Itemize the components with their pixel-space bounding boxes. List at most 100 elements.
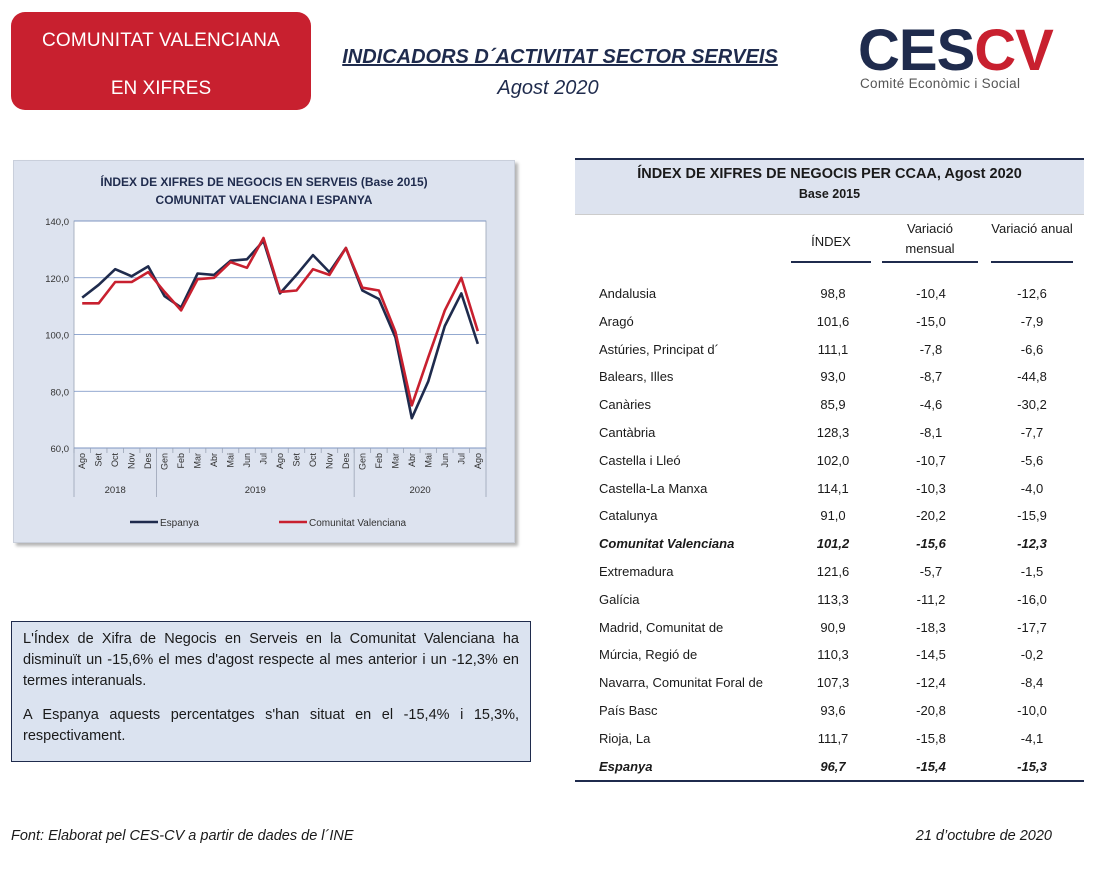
cell-region: Extremadura: [599, 563, 674, 579]
cell-region: Andalusia: [599, 286, 657, 301]
cell-monthly: -20,8: [916, 702, 946, 718]
cell-index: 111,7: [817, 730, 849, 746]
table-row: Navarra, Comunitat Foral de 107,3 -12,4 -8,…: [575, 668, 1084, 696]
page-subtitle: Agost 2020: [497, 77, 599, 99]
table-row: Extremadura 121,6 -5,7 -1,5: [575, 557, 1084, 585]
table-body: Andalusia 98,8 -10,4 -12,6 Aragó 101,6 -15,0 -7…: [575, 271, 1084, 779]
cell-annual: -17,7: [1017, 619, 1047, 635]
x-tick-label: Gen: [160, 453, 170, 470]
table-base: Base 2015: [798, 187, 861, 201]
table-row: País Basc 93,6 -20,8 -10,0: [575, 696, 1084, 724]
x-tick-label: Jun: [242, 453, 252, 468]
table-column-headers: ÍNDEX Variació mensual Variació anual: [575, 215, 1084, 271]
cell-region: Canàries: [599, 397, 652, 413]
x-tick-label: Abr: [209, 453, 219, 467]
cell-index: 113,3: [817, 591, 849, 607]
cell-annual: -12,3: [1017, 536, 1047, 552]
header-badge: COMUNITAT VALENCIANA EN XIFRES: [11, 12, 311, 110]
table-header: ÍNDEX DE XIFRES DE NEGOCIS PER CCAA, Ago…: [575, 158, 1084, 215]
cell-region: Madrid, Comunitat de: [599, 619, 724, 635]
table-row: Espanya 96,7 -15,4 -15,3: [575, 752, 1084, 780]
cell-index: 96,7: [820, 758, 846, 774]
cell-region: Galícia: [599, 591, 640, 607]
cell-monthly: -10,7: [916, 452, 946, 468]
x-tick-label: Mai: [423, 453, 433, 468]
cell-index: 93,0: [820, 369, 846, 385]
cell-region: Castella-La Manxa: [599, 480, 708, 496]
cell-monthly: -11,2: [916, 591, 946, 607]
col-header-annual: Variació anual: [991, 219, 1073, 263]
x-tick-label: Ago: [77, 453, 87, 469]
cell-annual: -15,9: [1017, 508, 1047, 524]
cell-monthly: -5,7: [919, 563, 943, 579]
cell-index: 98,8: [820, 286, 846, 301]
year-label: 2018: [105, 485, 126, 496]
x-tick-label: Oct: [110, 453, 120, 468]
table-title: ÍNDEX DE XIFRES DE NEGOCIS PER CCAA, Ago…: [637, 166, 1022, 182]
line-chart: ÍNDEX DE XIFRES DE NEGOCIS EN SERVEIS (B…: [45, 174, 487, 529]
cell-index: 128,3: [816, 424, 850, 440]
x-tick-label: Abr: [407, 453, 417, 467]
cell-annual: -8,4: [1020, 675, 1044, 691]
x-tick-label: Jul: [259, 453, 269, 465]
y-tick-label: 140,0: [45, 217, 69, 228]
table-row: Madrid, Comunitat de 90,9 -18,3 -17,7: [575, 613, 1084, 641]
cell-region: Comunitat Valenciana: [599, 536, 735, 552]
chart-title: ÍNDEX DE XIFRES DE NEGOCIS EN SERVEIS (B…: [100, 174, 427, 189]
x-tick-label: Gen: [357, 453, 367, 470]
cell-annual: -44,8: [1017, 369, 1047, 385]
cell-monthly: -10,3: [916, 480, 946, 496]
cell-index: 101,6: [816, 313, 850, 329]
y-tick-label: 100,0: [45, 331, 69, 342]
cell-index: 114,1: [817, 480, 849, 496]
cell-monthly: -7,8: [919, 341, 943, 357]
year-label: 2020: [410, 485, 431, 496]
x-tick-label: Mai: [226, 453, 236, 468]
publication-date: 21 d’octubre de 2020: [915, 828, 1052, 844]
cell-annual: -5,6: [1020, 452, 1044, 468]
cell-annual: -7,9: [1020, 313, 1044, 329]
table-row: Cantàbria 128,3 -8,1 -7,7: [575, 418, 1084, 446]
badge-line1: COMUNITAT VALENCIANA: [41, 30, 280, 51]
cell-region: Astúries, Principat d´: [599, 341, 719, 357]
cell-index: 107,3: [816, 675, 850, 691]
cell-monthly: -15,4: [916, 758, 946, 774]
cell-index: 110,3: [817, 647, 849, 663]
table-row: Aragó 101,6 -15,0 -7,9: [575, 307, 1084, 335]
table-row: Rioja, La 111,7 -15,8 -4,1: [575, 724, 1084, 752]
table-row: Múrcia, Regió de 110,3 -14,5 -0,2: [575, 640, 1084, 668]
cell-annual: -10,0: [1017, 702, 1047, 718]
x-tick-label: Jul: [456, 453, 466, 465]
cell-index: 85,9: [820, 397, 846, 413]
cell-annual: -4,1: [1020, 730, 1044, 746]
x-tick-label: Mar: [193, 453, 203, 469]
table-row: Catalunya 91,0 -20,2 -15,9: [575, 501, 1084, 529]
cell-region: Rioja, La: [599, 730, 651, 746]
cell-monthly: -14,5: [916, 647, 946, 663]
x-tick-label: Des: [143, 453, 153, 470]
cell-region: Balears, Illes: [599, 369, 674, 385]
year-label: 2019: [245, 485, 266, 496]
cescv-logo: CESCV Comité Econòmic i Social: [858, 22, 1084, 92]
table-row: Comunitat Valenciana 101,2 -15,6 -12,3: [575, 529, 1084, 557]
legend-label: Espanya: [160, 518, 199, 529]
legend-label: Comunitat Valenciana: [309, 518, 407, 529]
cell-monthly: -8,1: [919, 424, 943, 440]
logo-mark: CESCV: [858, 22, 1054, 80]
col-header-index: ÍNDEX: [791, 223, 871, 263]
cell-index: 121,6: [816, 563, 850, 579]
cell-monthly: -10,4: [916, 286, 946, 301]
chart-subtitle: COMUNITAT VALENCIANA I ESPANYA: [156, 193, 373, 207]
cell-region: Aragó: [599, 313, 634, 329]
x-tick-label: Feb: [374, 453, 384, 469]
logo-mark-ces: CES: [858, 18, 975, 83]
badge-line2: EN XIFRES: [110, 78, 212, 99]
x-tick-label: Jun: [440, 453, 450, 468]
x-tick-label: Set: [94, 453, 104, 467]
source-note: Font: Elaborat pel CES-CV a partir de da…: [11, 828, 354, 844]
x-tick-label: Ago: [473, 453, 483, 469]
y-tick-label: 120,0: [45, 274, 69, 285]
cell-annual: -1,5: [1020, 563, 1044, 579]
logo-mark-cv: CV: [974, 18, 1054, 83]
table-row: Canàries 85,9 -4,6 -30,2: [575, 390, 1084, 418]
